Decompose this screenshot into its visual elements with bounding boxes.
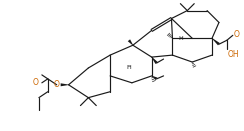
Polygon shape <box>61 83 69 86</box>
Text: O: O <box>33 78 39 87</box>
Polygon shape <box>152 57 158 64</box>
Polygon shape <box>152 76 157 80</box>
Text: O: O <box>234 30 240 39</box>
Polygon shape <box>128 39 133 45</box>
Text: H: H <box>178 36 183 41</box>
Text: O: O <box>54 80 60 89</box>
Text: OH: OH <box>228 50 240 59</box>
Text: H̄: H̄ <box>127 66 131 70</box>
Polygon shape <box>212 38 220 45</box>
